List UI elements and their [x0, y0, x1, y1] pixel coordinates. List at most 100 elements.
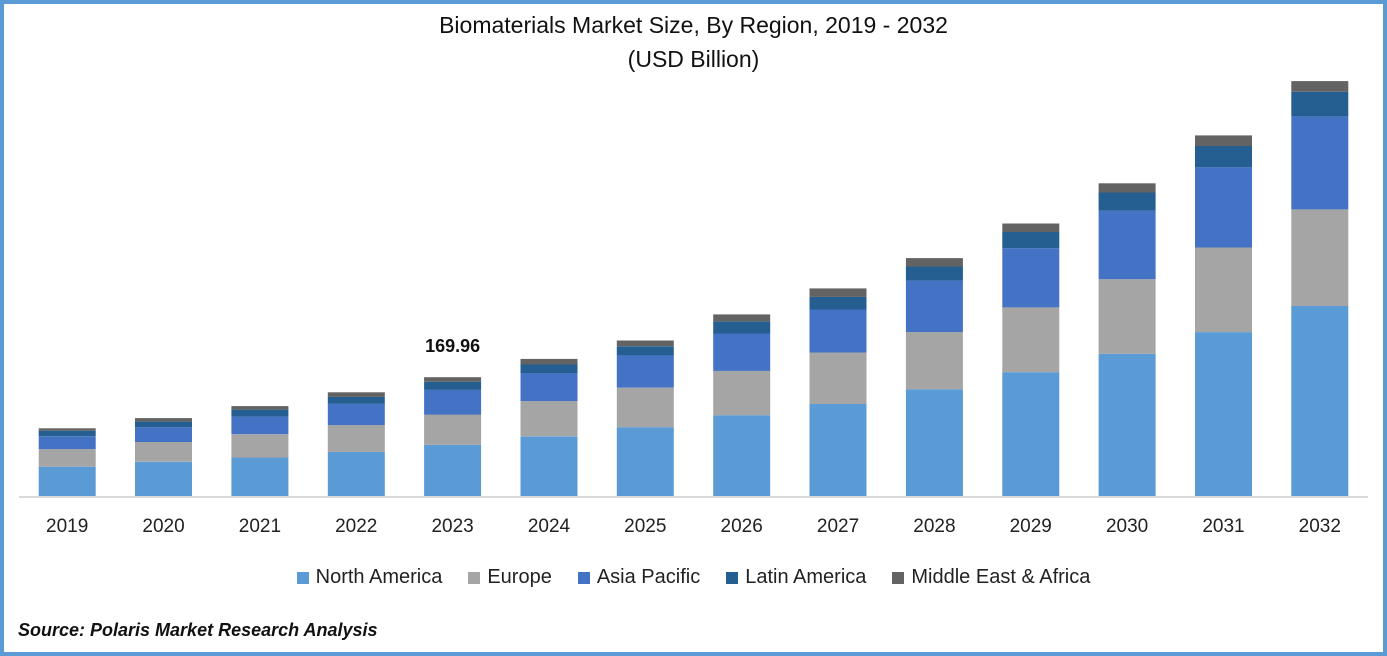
bar-segment-north-america-2030: [1098, 353, 1156, 497]
bar-segment-europe-2025: [616, 387, 674, 428]
bar-segment-europe-2029: [1002, 307, 1060, 373]
bar-segment-north-america-2025: [616, 427, 674, 497]
bar-segment-north-america-2020: [135, 461, 192, 497]
bar-segment-asia-pacific-2021: [231, 416, 289, 435]
legend-swatch: [726, 571, 739, 584]
bar-segment-middle-east-africa-2032: [1291, 81, 1349, 92]
x-tick-label: 2030: [1106, 516, 1148, 537]
bar-segment-north-america-2019: [38, 466, 96, 497]
bar-segment-europe-2022: [327, 425, 385, 452]
bar-segment-north-america-2031: [1195, 332, 1252, 497]
legend-label: Latin America: [745, 566, 867, 588]
x-tick-label: 2024: [528, 516, 571, 537]
bar-segment-latin-america-2021: [231, 409, 289, 417]
bar-segment-asia-pacific-2025: [616, 355, 674, 388]
legend-item-asia-pacific: Asia Pacific: [577, 566, 701, 589]
legend-swatch: [296, 571, 309, 584]
chart-subtitle: (USD Billion): [627, 46, 760, 72]
bar-segment-middle-east-africa-2024: [520, 358, 578, 365]
bar-segment-middle-east-africa-2031: [1195, 135, 1252, 146]
bar-segment-middle-east-africa-2019: [38, 428, 96, 431]
x-tick-labels: 2019 2020 2021 2022 2023 2024 2025 2026 2027 2028…: [46, 516, 1341, 537]
bar-segment-asia-pacific-2030: [1098, 210, 1156, 280]
legend-label: Europe: [487, 566, 552, 588]
bar-segment-latin-america-2019: [38, 430, 96, 437]
bar-segment-north-america-2023: [424, 444, 482, 497]
bar-segment-europe-2026: [713, 370, 771, 416]
x-tick-label: 2025: [624, 516, 666, 537]
bar-segment-asia-pacific-2027: [809, 309, 867, 353]
bar-segment-middle-east-africa-2030: [1098, 183, 1156, 193]
bar-segment-middle-east-africa-2021: [231, 406, 289, 410]
bar-segment-asia-pacific-2023: [424, 389, 482, 415]
bar-segment-north-america-2028: [905, 389, 963, 497]
bar-segment-europe-2031: [1195, 247, 1252, 333]
legend-item-europe: Europe: [468, 566, 552, 589]
bar-segment-latin-america-2029: [1002, 232, 1060, 249]
x-tick-label: 2023: [431, 516, 473, 537]
bar-segment-latin-america-2028: [905, 266, 963, 281]
bar-segment-latin-america-2024: [520, 364, 578, 373]
bar-segment-middle-east-africa-2028: [905, 258, 963, 267]
bar-segment-latin-america-2022: [327, 396, 385, 404]
legend-label: Asia Pacific: [596, 566, 701, 588]
x-tick-label: 2026: [721, 516, 763, 537]
bar-segment-asia-pacific-2031: [1195, 167, 1252, 248]
bar-segment-latin-america-2023: [424, 381, 482, 390]
bar-segment-middle-east-africa-2020: [135, 418, 192, 422]
bar-segment-europe-2028: [905, 332, 963, 390]
bar-segment-north-america-2022: [327, 451, 385, 497]
bar-segment-latin-america-2027: [809, 296, 867, 310]
x-tick-label: 2028: [913, 516, 955, 537]
chart-title: Biomaterials Market Size, By Region, 201…: [439, 12, 948, 38]
bar-segment-latin-america-2025: [616, 346, 674, 356]
legend-swatch: [892, 571, 905, 584]
bar-segment-middle-east-africa-2022: [327, 392, 385, 397]
bar-segment-latin-america-2020: [135, 421, 192, 428]
bar-segment-asia-pacific-2026: [713, 333, 771, 371]
bar-segment-europe-2032: [1291, 209, 1349, 306]
legend: North America Europe Asia Pacific Latin Ame…: [0, 566, 1387, 589]
legend-label: North America: [315, 566, 443, 588]
bar-segment-latin-america-2030: [1098, 192, 1156, 211]
stacked-bar-chart: 2019 2020 2021 2022 2023 2024 2025 2026 2027 2028…: [19, 81, 1368, 537]
bar-segment-europe-2023: [424, 414, 482, 445]
bar-segment-north-america-2026: [713, 415, 771, 497]
source-note: Source: Polaris Market Research Analysis: [18, 620, 378, 640]
legend-swatch: [468, 571, 481, 584]
bar-segment-europe-2021: [231, 434, 289, 458]
bar-segment-north-america-2021: [231, 457, 289, 497]
x-tick-label: 2031: [1202, 516, 1244, 537]
x-tick-label: 2022: [335, 516, 377, 537]
bar-segment-europe-2020: [135, 442, 192, 462]
bar-segment-north-america-2032: [1291, 306, 1349, 497]
bar-segment-asia-pacific-2019: [38, 436, 96, 450]
bar-segment-europe-2024: [520, 401, 578, 437]
legend-swatch: [577, 571, 590, 584]
legend-item-latin-america: Latin America: [726, 566, 866, 589]
data-label-2023: 169.96: [425, 336, 480, 356]
bar-segment-middle-east-africa-2029: [1002, 223, 1060, 232]
bar-segment-latin-america-2026: [713, 321, 771, 334]
bar-segment-asia-pacific-2022: [327, 404, 385, 426]
bar-segment-latin-america-2032: [1291, 91, 1349, 117]
bar-segment-latin-america-2031: [1195, 146, 1252, 168]
annotations-group: 169.96: [425, 336, 480, 356]
bar-segment-north-america-2027: [809, 404, 867, 497]
bar-segment-north-america-2024: [520, 436, 578, 497]
bar-segment-asia-pacific-2028: [905, 280, 963, 333]
bars-group: [38, 81, 1349, 497]
bar-segment-north-america-2029: [1002, 372, 1060, 497]
x-tick-label: 2019: [46, 516, 88, 537]
bar-segment-middle-east-africa-2025: [616, 340, 674, 347]
legend-item-middle-east-africa: Middle East & Africa: [892, 566, 1090, 589]
bar-segment-middle-east-africa-2027: [809, 288, 867, 297]
bar-segment-asia-pacific-2024: [520, 372, 578, 402]
bar-segment-europe-2030: [1098, 279, 1156, 354]
legend-item-north-america: North America: [296, 566, 443, 589]
bar-segment-asia-pacific-2032: [1291, 116, 1349, 210]
bar-segment-europe-2027: [809, 352, 867, 404]
x-tick-label: 2020: [142, 516, 184, 537]
bar-segment-europe-2019: [38, 449, 96, 467]
bar-segment-middle-east-africa-2026: [713, 314, 771, 322]
